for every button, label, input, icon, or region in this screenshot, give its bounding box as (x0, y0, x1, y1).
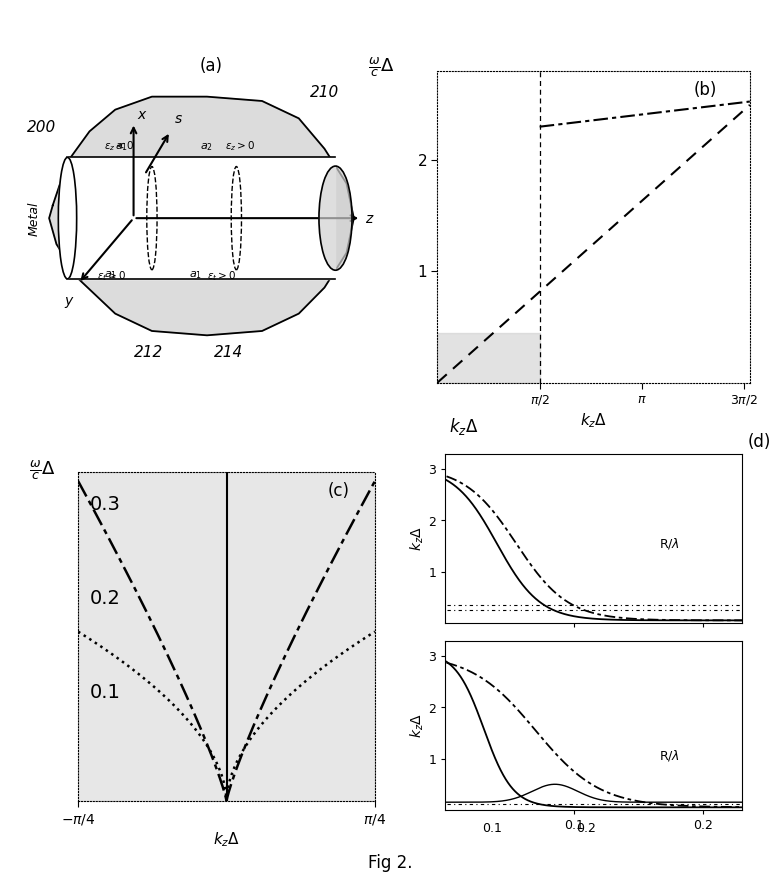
Y-axis label: $k_z\Delta$: $k_z\Delta$ (408, 713, 426, 738)
Ellipse shape (319, 166, 352, 271)
Text: (a): (a) (200, 57, 223, 75)
Text: 0.1: 0.1 (482, 822, 502, 835)
Text: 0.3: 0.3 (90, 495, 121, 514)
Text: 200: 200 (27, 119, 56, 134)
Text: (b): (b) (694, 81, 717, 99)
Text: $\frac{\omega}{c}\Delta$: $\frac{\omega}{c}\Delta$ (368, 56, 394, 79)
Text: $a_2$: $a_2$ (200, 141, 212, 153)
Text: Fig 2.: Fig 2. (369, 854, 412, 871)
Polygon shape (67, 158, 336, 279)
Ellipse shape (59, 158, 77, 279)
Polygon shape (49, 97, 354, 336)
Text: (d): (d) (748, 433, 772, 450)
Text: 212: 212 (134, 345, 162, 360)
Text: Metal: Metal (28, 201, 41, 236)
Text: R/$\lambda$: R/$\lambda$ (659, 748, 679, 763)
Text: $a_1$: $a_1$ (189, 269, 201, 280)
Text: $\varepsilon_t>0$: $\varepsilon_t>0$ (97, 269, 127, 283)
Text: $k_z\Delta$: $k_z\Delta$ (449, 416, 479, 437)
Text: $\frac{\omega}{c}\Delta$: $\frac{\omega}{c}\Delta$ (29, 458, 56, 482)
Text: $a_1$: $a_1$ (116, 141, 128, 153)
Text: $\varepsilon_z<0$: $\varepsilon_z<0$ (104, 139, 134, 153)
Text: 0.2: 0.2 (576, 822, 596, 835)
Text: R/$\lambda$: R/$\lambda$ (659, 536, 679, 550)
Text: $y$: $y$ (64, 295, 74, 310)
Text: 214: 214 (214, 345, 244, 360)
Text: 0.1: 0.1 (90, 684, 121, 702)
Text: $\varepsilon_z>0$: $\varepsilon_z>0$ (226, 139, 255, 153)
Text: $z$: $z$ (365, 212, 374, 225)
Text: $x$: $x$ (137, 108, 148, 121)
Text: $s$: $s$ (174, 112, 183, 125)
X-axis label: $k_z\Delta$: $k_z\Delta$ (580, 411, 607, 430)
Text: (c): (c) (327, 481, 349, 499)
Y-axis label: $k_z\Delta$: $k_z\Delta$ (408, 526, 426, 551)
Text: 0.2: 0.2 (90, 589, 121, 608)
Text: 210: 210 (310, 85, 339, 100)
X-axis label: $k_z\Delta$: $k_z\Delta$ (213, 830, 240, 849)
Text: $a_1$: $a_1$ (104, 269, 117, 280)
Text: $\varepsilon_t>0$: $\varepsilon_t>0$ (207, 269, 237, 283)
